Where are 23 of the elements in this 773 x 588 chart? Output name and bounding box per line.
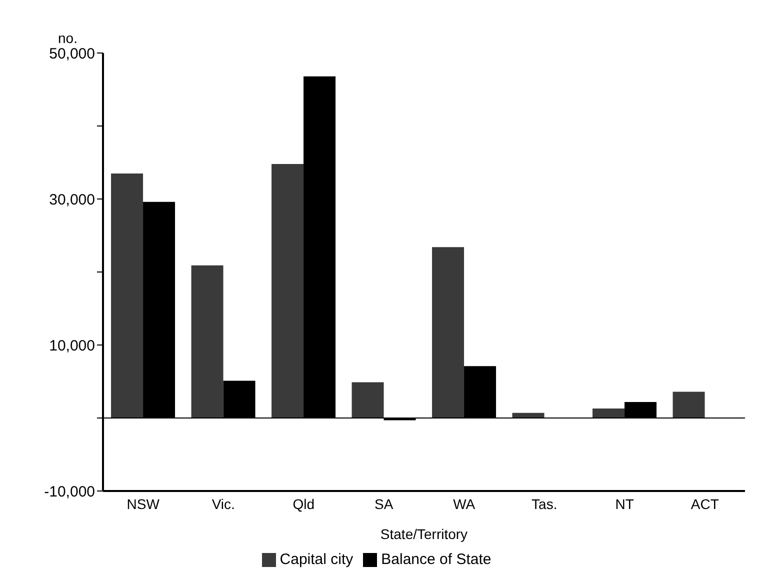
x-tick-label: SA bbox=[374, 496, 394, 512]
bar bbox=[432, 247, 464, 418]
x-tick-label: WA bbox=[453, 496, 476, 512]
x-tick-label: NT bbox=[615, 496, 634, 512]
legend-label: Balance of State bbox=[381, 551, 492, 568]
x-tick-label: ACT bbox=[690, 496, 720, 512]
y-tick-label: 10,000 bbox=[49, 337, 95, 354]
x-tick-label: Qld bbox=[292, 496, 315, 512]
x-tick-label: Tas. bbox=[532, 496, 558, 512]
bar bbox=[272, 164, 304, 418]
legend-label: Capital city bbox=[280, 551, 354, 568]
y-axis-title: no. bbox=[58, 30, 78, 46]
bar bbox=[672, 392, 705, 418]
bar bbox=[352, 382, 384, 418]
y-tick-label: -10,000 bbox=[44, 483, 95, 500]
bar bbox=[111, 173, 144, 418]
bar bbox=[592, 408, 625, 418]
x-axis-title: State/Territory bbox=[380, 526, 468, 542]
y-tick-label: 50,000 bbox=[49, 45, 95, 62]
bar bbox=[191, 265, 224, 418]
x-tick-label: NSW bbox=[126, 496, 160, 512]
y-tick-label: 30,000 bbox=[49, 191, 95, 208]
x-tick-label: Vic. bbox=[212, 496, 235, 512]
